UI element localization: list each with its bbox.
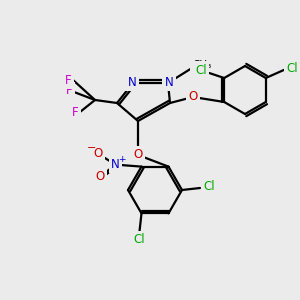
Text: Cl: Cl (286, 61, 298, 74)
Text: −: − (87, 142, 96, 153)
Text: O: O (188, 89, 198, 103)
Text: +: + (118, 155, 125, 164)
Text: F: F (66, 85, 72, 98)
Text: N: N (128, 76, 136, 88)
Text: CH₃: CH₃ (192, 60, 212, 70)
Text: F: F (72, 106, 78, 118)
Text: N: N (165, 76, 173, 88)
Text: Cl: Cl (195, 64, 207, 76)
Text: F: F (65, 74, 71, 86)
Text: Cl: Cl (134, 233, 145, 246)
Text: O: O (94, 147, 103, 160)
Text: N: N (111, 158, 120, 171)
Text: O: O (96, 170, 105, 183)
Text: O: O (134, 148, 142, 161)
Text: Cl: Cl (203, 181, 215, 194)
